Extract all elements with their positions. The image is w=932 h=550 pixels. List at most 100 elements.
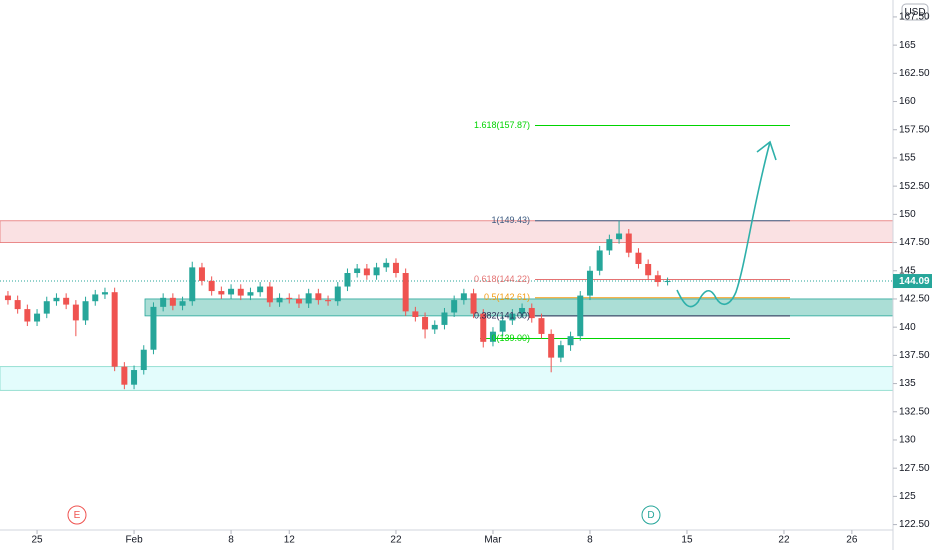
candle-body (354, 268, 361, 274)
y-tick-label: 142.50 (899, 294, 930, 305)
candle-body (664, 281, 671, 283)
candle-body (548, 333, 555, 358)
candle-body (402, 273, 409, 312)
dividend-marker[interactable] (641, 505, 661, 525)
candle-body (257, 286, 264, 293)
candle-body (489, 331, 496, 342)
projection-arrowhead (756, 140, 777, 161)
axis-layer: 1.618(157.87) 1(149.43) 0.618(144.22) 0.5(1… (31, 12, 932, 546)
candle-body (92, 294, 99, 302)
candle-body (247, 292, 254, 296)
last-price-badge (893, 274, 932, 289)
y-tick-label: 127.50 (899, 463, 930, 474)
candle-body (586, 270, 593, 296)
candle-body (228, 288, 235, 295)
earnings-marker[interactable] (67, 505, 87, 525)
candle-body (325, 300, 332, 302)
y-tick-label: 145 (899, 265, 916, 276)
background-layer (0, 125, 894, 391)
candle-body (431, 324, 438, 330)
x-tick-label: Feb (125, 535, 143, 546)
candle-body (160, 297, 167, 307)
y-tick-label: 125 (899, 491, 916, 502)
candle-body (266, 286, 273, 303)
earnings-label: E (74, 510, 81, 521)
candle-body (140, 349, 147, 371)
candle-body (150, 306, 157, 350)
candle-body (315, 293, 322, 301)
candle-body (509, 313, 516, 321)
candle-body (373, 267, 380, 276)
candle-body (53, 297, 60, 302)
fib-label: 0.618(144.22) (474, 274, 530, 284)
candle-body (577, 295, 584, 337)
candle-body (499, 320, 506, 332)
x-tick-label: 22 (390, 535, 402, 546)
candle-body (616, 233, 623, 240)
candle-body (131, 370, 138, 385)
x-tick-label: 25 (31, 535, 43, 546)
y-tick-label: 140 (899, 322, 916, 333)
fib-label: 0.382(141.00) (474, 310, 530, 320)
currency-label: USD (904, 7, 925, 18)
candle-body (344, 273, 351, 287)
candle-body (635, 252, 642, 264)
candle-body (654, 275, 661, 283)
candle-body (334, 286, 341, 302)
dividend-label: D (647, 510, 654, 521)
candle-body (295, 298, 302, 304)
candle-body (480, 313, 487, 342)
y-tick-label: 165 (899, 40, 916, 51)
zone (0, 220, 894, 243)
candle-body (4, 295, 11, 301)
candle-body (392, 262, 399, 274)
x-tick-label: 12 (284, 535, 296, 546)
x-tick-label: 8 (587, 535, 593, 546)
currency-badge[interactable] (901, 3, 929, 21)
candle-body (34, 313, 41, 322)
candle-body (82, 301, 89, 321)
candle-body (383, 262, 390, 268)
y-tick-label: 130 (899, 435, 916, 446)
candle-body (198, 267, 205, 281)
y-tick-label: 155 (899, 153, 916, 164)
fib-label: 1.618(157.87) (474, 120, 530, 130)
candle-body (625, 233, 632, 253)
candle-body (441, 312, 448, 325)
candle-body (189, 267, 196, 302)
candle-layer (4, 220, 671, 390)
x-tick-label: Mar (484, 535, 502, 546)
fib-label: 0.5(142.61) (484, 292, 530, 302)
candle-body (24, 309, 31, 322)
candle-body (470, 293, 477, 314)
candle-body (43, 301, 50, 314)
candle-body (111, 292, 118, 367)
y-tick-label: 122.50 (899, 519, 930, 530)
candle-body (179, 301, 186, 306)
x-tick-label: 15 (681, 535, 693, 546)
candle-body (101, 292, 108, 295)
fib-label: 0(139.00) (491, 333, 530, 343)
candle-body (538, 318, 545, 334)
y-tick-label: 157.50 (899, 124, 930, 135)
candle-body (519, 307, 526, 314)
candle-body (567, 336, 574, 346)
x-tick-label: 8 (228, 535, 234, 546)
last-price-label: 144.09 (899, 276, 930, 287)
candle-body (72, 304, 79, 321)
candle-body (14, 300, 21, 310)
fib-label: 1(149.43) (491, 215, 530, 225)
y-tick-label: 150 (899, 209, 916, 220)
candle-body (208, 280, 215, 292)
y-tick-label: 152.50 (899, 181, 930, 192)
y-tick-label: 132.50 (899, 406, 930, 417)
y-tick-label: 160 (899, 96, 916, 107)
y-tick-label: 167.50 (899, 12, 930, 23)
candle-body (557, 345, 564, 358)
candle-body (237, 288, 244, 296)
candle-body (528, 307, 535, 319)
y-tick-label: 137.50 (899, 350, 930, 361)
candle-body (412, 311, 419, 318)
candle-body (286, 297, 293, 299)
